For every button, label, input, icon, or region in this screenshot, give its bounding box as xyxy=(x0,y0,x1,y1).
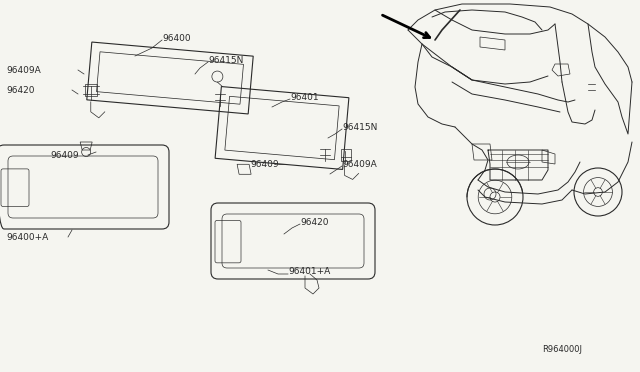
Text: 96401: 96401 xyxy=(290,93,319,102)
Text: 96415N: 96415N xyxy=(208,55,243,64)
Text: 96409: 96409 xyxy=(50,151,79,160)
Text: 96409A: 96409A xyxy=(6,65,41,74)
Text: R964000J: R964000J xyxy=(542,346,582,355)
Text: 96400: 96400 xyxy=(162,33,191,42)
Text: 96409: 96409 xyxy=(250,160,278,169)
Text: 96400+A: 96400+A xyxy=(6,232,48,241)
Text: 96420: 96420 xyxy=(6,86,35,94)
Text: 96409A: 96409A xyxy=(342,160,377,169)
Text: 96415N: 96415N xyxy=(342,122,378,131)
Text: 96420: 96420 xyxy=(300,218,328,227)
Text: 96401+A: 96401+A xyxy=(288,267,330,276)
